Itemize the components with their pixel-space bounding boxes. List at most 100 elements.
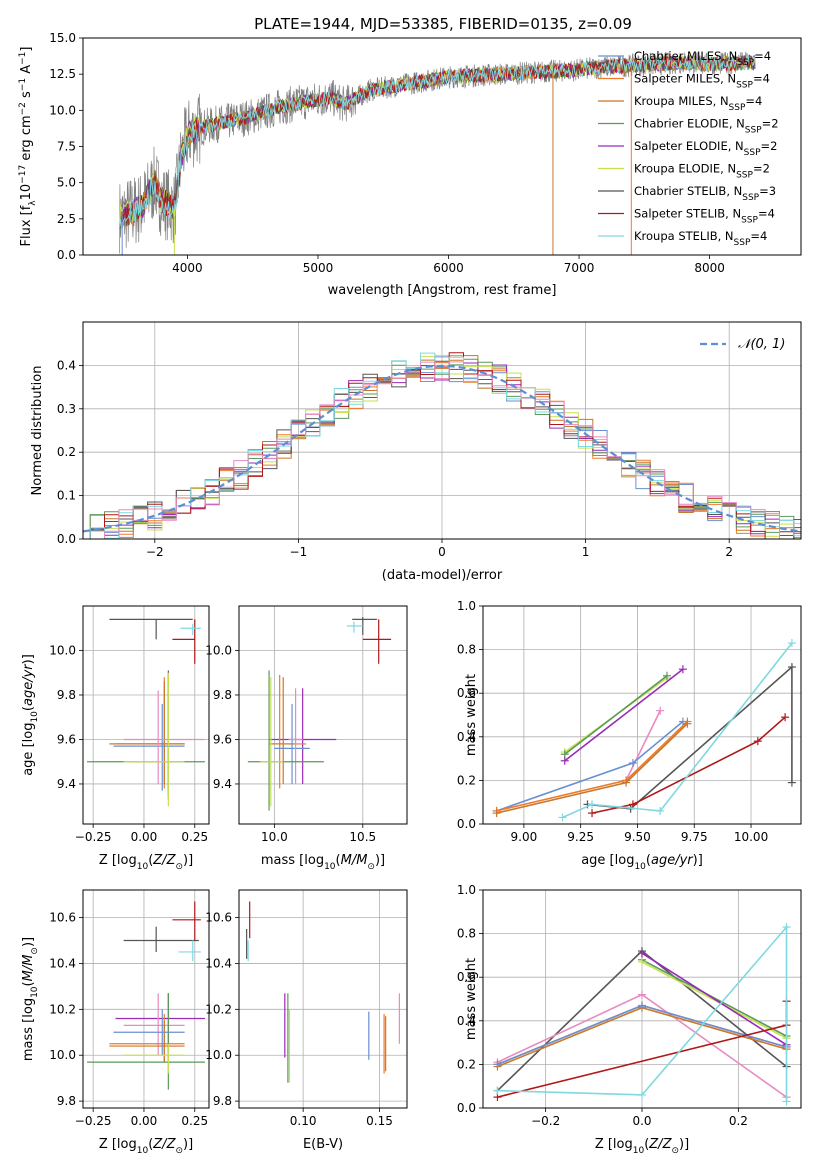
x-axis-label: (data-model)/error xyxy=(382,568,503,583)
y-tick-label: 0.8 xyxy=(457,643,476,657)
y-tick-label: 5.0 xyxy=(57,176,76,190)
y-tick-label: 9.8 xyxy=(57,688,76,702)
mass-weight-marker xyxy=(638,949,646,958)
y-axis-label: mass weight xyxy=(464,958,479,1040)
y-tick-label: 9.8 xyxy=(213,688,232,702)
errorbar-point xyxy=(123,1043,185,1074)
legend-entry: Kroupa ELODIE, NSSP=2 xyxy=(634,162,770,181)
y-tick-label: 0.8 xyxy=(457,927,476,941)
y-tick-label: 12.5 xyxy=(49,67,76,81)
x-tick-label: 1 xyxy=(582,545,590,559)
residual-histogram-panel: −2 −1 0 1 2 0.0 0.1 0.2 0.3 0.4 𝒩(0, 1) (data-model… xyxy=(30,321,802,583)
axes-frame xyxy=(82,889,210,1109)
y-tick-label: 1.0 xyxy=(457,599,476,613)
x-tick-label: 10.0 xyxy=(261,830,288,844)
y-tick-label: 0.4 xyxy=(457,730,476,744)
y-tick-label: 10.6 xyxy=(49,911,76,925)
mass-weight-line xyxy=(641,961,787,1039)
x-tick-label: −0.25 xyxy=(75,830,112,844)
y-axis-label: mass weight xyxy=(464,674,479,756)
y-tick-label: 0.2 xyxy=(457,1057,476,1071)
legend-entry: Salpeter MILES, NSSP=4 xyxy=(634,72,770,91)
mass-weight-marker xyxy=(683,719,692,728)
mass-weight-line xyxy=(641,959,787,1037)
axes-frame xyxy=(82,605,210,825)
legend-entry: 𝒩(0, 1) xyxy=(738,337,785,352)
x-tick-label: 6000 xyxy=(433,261,464,275)
x-tick-label: 8000 xyxy=(694,261,725,275)
y-axis-label: mass [log10(M/M⊙)] xyxy=(21,937,40,1061)
mass-weight-marker xyxy=(787,778,796,787)
x-tick-label: 0.25 xyxy=(181,830,208,844)
x-tick-label: 9.25 xyxy=(567,830,594,844)
errorbar-point xyxy=(172,619,196,664)
residual-histogram xyxy=(83,358,801,539)
x-tick-label: 5000 xyxy=(303,261,334,275)
errorbar-panel: 10.0 10.5 9.4 9.6 9.8 10.0 mass [log10(M/M⊙)] xyxy=(205,605,408,872)
y-tick-label: 1.0 xyxy=(457,883,476,897)
mass-weight-marker xyxy=(588,800,597,809)
residual-histogram xyxy=(83,352,801,539)
x-tick-label: 0.15 xyxy=(366,1114,393,1128)
y-tick-label: 9.6 xyxy=(213,732,232,746)
mass-weight-marker xyxy=(638,1090,646,1099)
mass-weight-marker xyxy=(787,639,796,648)
legend-entry: Chabrier ELODIE, NSSP=2 xyxy=(634,117,779,136)
mass-weight-marker xyxy=(638,957,646,966)
legend-entry: Kroupa MILES, NSSP=4 xyxy=(634,94,762,113)
figure-title: PLATE=1944, MJD=53385, FIBERID=0135, z=0… xyxy=(254,15,632,33)
x-tick-label: −1 xyxy=(290,545,308,559)
x-axis-label: mass [log10(M/M⊙)] xyxy=(261,853,385,872)
x-tick-label: 2 xyxy=(725,545,733,559)
axes-frame xyxy=(482,605,802,825)
errorbar-point xyxy=(288,688,303,784)
x-axis-label: Z [log10(Z/Z⊙)] xyxy=(99,853,193,872)
errorbar-point xyxy=(178,940,201,962)
y-tick-label: 0.2 xyxy=(457,773,476,787)
y-tick-label: 10.0 xyxy=(49,103,76,117)
x-tick-label: −0.2 xyxy=(531,1114,560,1128)
y-tick-label: 0.6 xyxy=(457,686,476,700)
y-tick-label: 0.0 xyxy=(457,1101,476,1115)
y-axis-label: age [log10(age/yr)] xyxy=(21,654,40,776)
mass-weight-marker xyxy=(638,990,646,999)
mass-weight-marker xyxy=(787,663,796,672)
y-tick-label: 10.4 xyxy=(205,956,232,970)
mass-weight-line xyxy=(497,924,788,1102)
mass-weight-panel: 9.00 9.25 9.50 9.75 10.00 0.0 0.2 0.4 0.6 0.8 1.0 m… xyxy=(457,599,802,872)
errorbar-panel: 0.10 0.15 9.8 10.0 10.2 10.4 10.6 E(B-V) xyxy=(205,889,408,1152)
errorbar-point xyxy=(123,926,199,952)
mass-weight-line xyxy=(564,668,684,762)
x-axis-label: Z [log10(Z/Z⊙)] xyxy=(99,1137,193,1156)
errorbar-point xyxy=(109,681,185,784)
y-tick-label: 10.6 xyxy=(205,911,232,925)
legend-entry: Salpeter STELIB, NSSP=4 xyxy=(634,207,775,226)
x-tick-label: 0.2 xyxy=(729,1114,748,1128)
y-tick-label: 10.0 xyxy=(49,643,76,657)
mass-weight-marker xyxy=(493,1060,502,1069)
y-tick-label: 0.3 xyxy=(57,402,76,416)
y-tick-label: 0.4 xyxy=(457,1014,476,1028)
y-tick-label: 0.6 xyxy=(457,970,476,984)
y-tick-label: 9.6 xyxy=(57,732,76,746)
y-tick-label: 10.4 xyxy=(49,956,76,970)
mass-weight-marker xyxy=(493,1086,502,1095)
y-tick-label: 0.1 xyxy=(57,489,76,503)
axes-frame xyxy=(238,889,408,1109)
y-tick-label: 9.4 xyxy=(57,777,76,791)
x-axis-label: wavelength [Angstrom, rest frame] xyxy=(328,283,557,298)
errorbar-point xyxy=(123,672,185,807)
y-tick-label: 0.0 xyxy=(57,248,76,262)
x-tick-label: 10.5 xyxy=(349,830,376,844)
model-spectrum xyxy=(119,55,755,230)
x-axis-label: E(B-V) xyxy=(303,1137,343,1152)
y-tick-label: 9.8 xyxy=(213,1094,232,1108)
mass-weight-line xyxy=(641,952,787,1046)
x-tick-label: 0.00 xyxy=(131,830,158,844)
x-tick-label: 9.00 xyxy=(511,830,538,844)
y-tick-label: 10.0 xyxy=(205,1048,232,1062)
spectrum-legend: Chabrier MILES, NSSP=4 Salpeter MILES, NS… xyxy=(598,49,779,248)
x-tick-label: 10.00 xyxy=(734,830,768,844)
residual-histogram xyxy=(83,355,801,539)
